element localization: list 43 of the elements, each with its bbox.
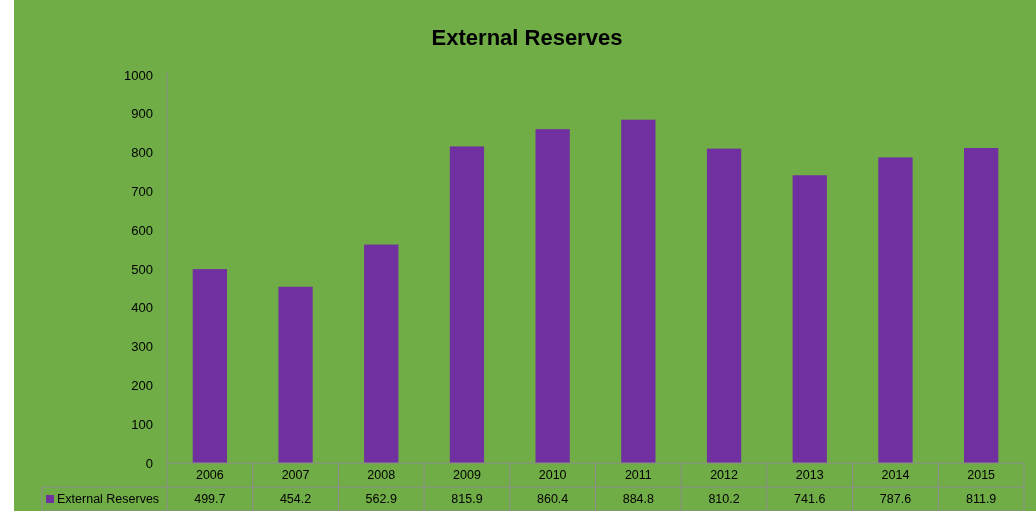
data-label: 454.2 <box>279 492 312 507</box>
x-tick-label: 2006 <box>195 468 224 483</box>
x-tick-label: 2015 <box>967 468 996 483</box>
data-label: 787.6 <box>879 492 912 507</box>
bar <box>964 147 999 463</box>
x-tick-label: 2009 <box>453 468 481 483</box>
bar <box>192 269 227 463</box>
x-tick-label: 2010 <box>538 468 567 483</box>
chart-title: External Reserves <box>431 25 623 50</box>
bar <box>535 129 570 463</box>
y-tick-label: 900 <box>131 106 153 122</box>
bar <box>621 119 656 463</box>
bar <box>364 244 399 463</box>
bar <box>278 286 313 463</box>
bar <box>792 175 827 463</box>
data-label: 815.9 <box>451 492 483 507</box>
y-tick-label: 500 <box>131 261 153 277</box>
y-tick-label: 1000 <box>124 67 153 83</box>
bar <box>706 148 742 463</box>
x-tick-label: 2014 <box>881 468 910 483</box>
data-label: 810.2 <box>708 492 740 507</box>
data-label: 860.4 <box>537 492 569 507</box>
bar <box>449 146 485 463</box>
data-label: 562.9 <box>365 492 397 507</box>
x-tick-label: 2013 <box>795 468 824 483</box>
legend-label: External Reserves <box>57 492 160 507</box>
data-label: 811.9 <box>965 492 997 507</box>
y-tick-label: 0 <box>145 455 153 471</box>
x-tick-label: 2007 <box>281 468 310 483</box>
y-tick-label: 700 <box>131 183 153 199</box>
data-label: 884.8 <box>622 492 655 507</box>
y-tick-label: 800 <box>131 145 153 161</box>
data-label: 499.7 <box>194 492 226 507</box>
x-tick-label: 2008 <box>367 468 396 483</box>
x-tick-label: 2011 <box>624 468 652 483</box>
data-label: 741.6 <box>794 492 826 507</box>
y-tick-label: 200 <box>131 377 153 393</box>
y-tick-label: 100 <box>131 416 153 432</box>
y-tick-label: 400 <box>131 300 153 316</box>
y-tick-label: 300 <box>131 339 153 355</box>
bar <box>878 157 913 463</box>
y-tick-label: 600 <box>131 222 153 238</box>
x-tick-label: 2012 <box>710 468 738 483</box>
